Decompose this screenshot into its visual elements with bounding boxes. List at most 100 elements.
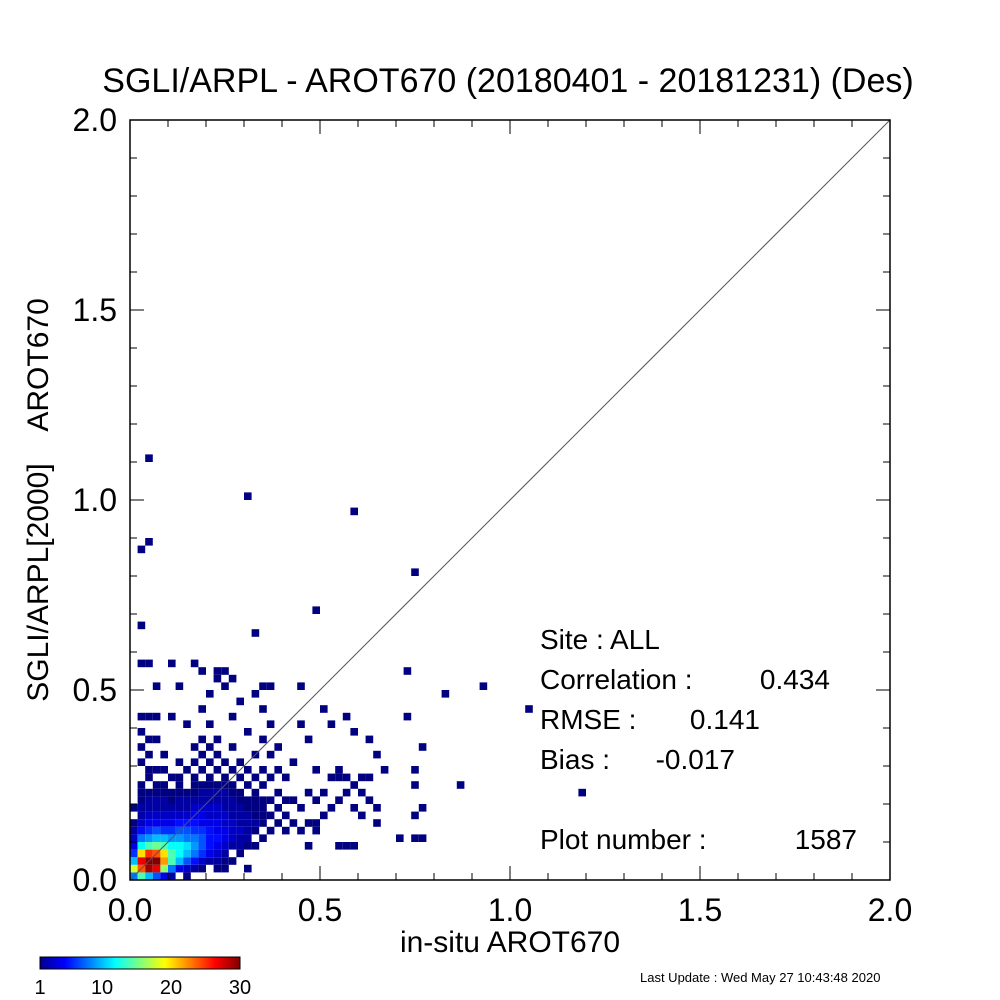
heatmap-cell [190,819,199,827]
heatmap-cell [221,811,229,820]
heatmap-cell [259,781,267,789]
heatmap-cell [244,766,252,774]
heatmap-cell [244,728,252,736]
heatmap-cell [130,842,138,850]
heatmap-cell [145,826,153,835]
heatmap-cell [282,826,290,835]
heatmap-cell [418,804,427,812]
heatmap-cell [236,849,244,858]
heatmap-cell [175,788,184,797]
heatmap-cell [160,796,168,804]
heatmap-cell [228,796,237,804]
heatmap-cell [137,819,146,827]
heatmap-cell [145,766,153,774]
heatmap-cell [213,781,222,789]
stats-rmse-label: RMSE : [540,704,636,735]
colorbar-tick-label: 10 [91,977,113,999]
heatmap-cell [175,682,184,690]
heatmap-cell [228,712,237,721]
heatmap-cell [168,819,176,827]
heatmap-cell [190,864,199,873]
heatmap-cell [206,857,214,865]
heatmap-cell [160,857,168,865]
heatmap-cell [160,826,168,835]
heatmap-cell [175,811,184,820]
heatmap-cell [168,864,176,873]
heatmap-cell [152,811,161,820]
x-tick-label: 2.0 [868,892,912,928]
stats-plot-number-value: 1587 [795,824,857,855]
heatmap-cell [403,667,412,675]
heatmap-cell [221,796,229,804]
heatmap-cell [145,788,153,797]
heatmap-cell [152,796,161,804]
heatmap-cell [175,781,184,789]
heatmap-cell [183,872,191,880]
heatmap-cell [373,804,381,812]
heatmap-cell [168,796,176,804]
stats-correlation-value: 0.434 [760,664,830,695]
heatmap-cell [160,834,168,842]
heatmap-cell [198,705,206,713]
heatmap-cell [168,712,176,721]
heatmap-cell [236,773,244,782]
chart-title: SGLI/ARPL - AROT670 (20180401 - 20181231… [102,62,913,100]
heatmap-cell [282,773,290,782]
heatmap-cell [137,796,146,804]
heatmap-cell [152,819,161,827]
heatmap-cell [259,834,267,842]
heatmap-cell [578,788,586,797]
heatmap-cell [259,682,267,690]
x-tick-label: 1.5 [678,892,722,928]
heatmap-cell [251,811,260,820]
heatmap-cell [342,773,351,782]
heatmap-cell [206,690,214,698]
heatmap-cell [228,743,237,751]
heatmap-cell [456,781,465,789]
heatmap-cell [221,667,229,675]
heatmap-cell [320,705,328,713]
heatmap-cell [221,857,229,865]
heatmap-cell [160,819,168,827]
heatmap-cell [206,826,214,835]
heatmap-cell [304,788,313,797]
heatmap-cell [213,667,222,675]
heatmap-cell [198,811,206,820]
heatmap-cell [160,781,168,789]
heatmap-cell [168,804,176,812]
heatmap-cell [183,834,191,842]
heatmap-cell [190,826,199,835]
heatmap-cell [190,743,199,751]
heatmap-cell [251,819,260,827]
heatmap-cell [350,842,358,850]
heatmap-cell [213,857,222,865]
heatmap-cell [418,743,427,751]
heatmap-cell [130,819,138,827]
heatmap-cell [206,781,214,789]
heatmap-cell [168,849,176,858]
heatmap-cell [198,750,206,759]
heatmap-cell [168,842,176,850]
heatmap-cell [183,811,191,820]
heatmap-cell [297,682,305,690]
heatmap-cell [304,819,313,827]
heatmap-cell [244,864,252,873]
heatmap-cell [418,834,427,842]
heatmap-cell [358,811,366,820]
colorbar: 1 10 20 30 [34,956,251,999]
one-to-one-line [129,119,891,881]
heatmap-cell [160,864,168,873]
heatmap-cell [236,811,244,820]
heatmap-cell [213,849,222,858]
heatmap-cell [130,864,138,873]
heatmap-cell [244,804,252,812]
x-axis-tick-labels: 0.0 0.5 1.0 1.5 2.0 [108,892,912,928]
heatmap-cell [160,811,168,820]
heatmap-cell [168,773,176,782]
heatmap-cell [236,788,244,797]
heatmap-cell [190,781,199,789]
heatmap-cell [228,674,237,683]
x-tick-label: 0.0 [108,892,152,928]
heatmap-cell [335,773,343,782]
heatmap-cell [206,720,214,728]
